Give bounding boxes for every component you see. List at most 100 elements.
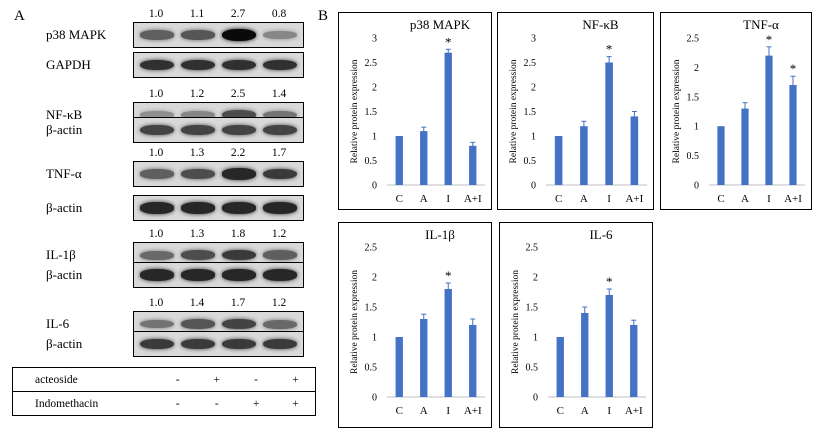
significance-marker: *: [445, 268, 452, 283]
blot-band: [222, 338, 256, 350]
bar: [556, 337, 564, 397]
blot-band: [263, 110, 297, 120]
blot-strip: [133, 331, 304, 357]
blot-band: [222, 29, 256, 41]
blot-label: TNF-α: [46, 166, 82, 181]
y-axis-label: Relative protein expression: [509, 59, 519, 163]
blot-band: [181, 338, 215, 350]
blot-band: [263, 338, 297, 350]
blot-band: [222, 318, 256, 330]
x-tick-label: A+I: [784, 193, 802, 205]
blot-band: [140, 338, 174, 350]
bar: [469, 145, 477, 185]
y-tick-label: 0.5: [526, 363, 539, 374]
bar: [395, 337, 403, 397]
blot-band: [181, 59, 215, 71]
x-tick-label: I: [767, 193, 771, 205]
blot-band: [140, 124, 174, 136]
significance-marker: *: [766, 32, 773, 47]
x-tick-label: I: [607, 193, 611, 205]
blot-label: p38 MAPK: [46, 27, 107, 42]
chart-svg: p38 MAPK 0 0.5 1 1.5 2 2.5 3 Relative protein ex…: [350, 17, 485, 205]
blot-band: [140, 30, 174, 40]
bar: [630, 325, 638, 397]
x-tick-label: A: [420, 193, 428, 205]
bar: [765, 55, 773, 185]
blot-band: [140, 269, 174, 281]
blot-band: [263, 202, 297, 214]
blot-band: [263, 250, 297, 260]
panel-b-letter: B: [318, 8, 329, 24]
bar: [469, 325, 477, 397]
blot-band: [181, 110, 215, 120]
y-tick-label: 1: [372, 333, 377, 344]
blot-band: [140, 59, 174, 71]
x-tick-label: I: [607, 405, 611, 417]
chart-title: IL-6: [589, 227, 613, 242]
blot-strip: [133, 22, 304, 48]
panel-a-letter: A: [14, 8, 25, 24]
chart-svg: IL-1β 0 0.5 1 1.5 2 2.5 Relative protein expres…: [350, 227, 485, 417]
blot-label: β-actin: [46, 267, 83, 282]
y-tick-label: 0: [533, 393, 538, 404]
y-axis-label: Relative protein expression: [672, 59, 682, 163]
bar: [605, 62, 613, 185]
y-tick-label: 1.5: [365, 303, 378, 314]
y-axis-label: Relative protein expression: [511, 270, 521, 374]
y-tick-label: 3: [372, 34, 377, 45]
x-tick-label: I: [446, 405, 450, 417]
y-axis-label: Relative protein expression: [350, 270, 360, 374]
y-tick-label: 2.5: [687, 34, 700, 45]
y-tick-label: 2.5: [365, 58, 378, 69]
bar: [789, 85, 797, 185]
y-tick-label: 1.5: [365, 107, 378, 118]
blot-band: [263, 124, 297, 136]
treatment-table: acteoside - + - + Indomethacin - - + +: [12, 367, 316, 416]
bar-chart: IL-1β 0 0.5 1 1.5 2 2.5 Relative protein expres…: [338, 222, 492, 428]
y-tick-label: 1: [533, 333, 538, 344]
blot-label: GAPDH: [46, 57, 91, 72]
blot-label: β-actin: [46, 122, 83, 137]
x-tick-label: C: [717, 193, 724, 205]
blot-band: [222, 124, 256, 136]
densitometry-value: 1.0: [148, 228, 164, 240]
significance-marker: *: [606, 274, 613, 289]
densitometry-value: 1.8: [230, 228, 246, 240]
bar: [444, 52, 452, 186]
bar: [420, 319, 428, 397]
bar: [717, 126, 725, 185]
blot-band: [140, 169, 174, 179]
y-tick-label: 2: [694, 63, 699, 74]
x-tick-label: C: [555, 193, 562, 205]
treatment-sign: -: [158, 367, 198, 392]
blot-band: [222, 269, 256, 281]
treatment-sign: +: [236, 391, 276, 416]
y-tick-label: 0: [372, 393, 377, 404]
blot-strip: [133, 161, 304, 187]
treatment-sign: +: [275, 391, 316, 416]
blot-band: [263, 30, 297, 40]
y-tick-label: 2: [531, 83, 536, 94]
blot-label: NF-κB: [46, 107, 83, 122]
densitometry-value: 1.3: [189, 147, 205, 159]
x-tick-label: A+I: [464, 405, 482, 417]
densitometry-value: 1.0: [148, 8, 164, 20]
blot-strip: [133, 117, 304, 143]
blot-band: [263, 168, 297, 180]
y-tick-label: 0.5: [365, 363, 378, 374]
y-tick-label: 3: [531, 34, 536, 45]
blot-band: [263, 269, 297, 281]
blot-band: [140, 111, 174, 119]
bar: [444, 289, 452, 397]
x-tick-label: C: [396, 405, 403, 417]
y-axis-label: Relative protein expression: [350, 59, 360, 163]
densitometry-value: 2.7: [230, 8, 246, 20]
y-tick-label: 0.5: [687, 151, 700, 162]
blot-label: β-actin: [46, 200, 83, 215]
treatment-row-indomethacin: Indomethacin - - + +: [12, 391, 316, 416]
x-tick-label: A+I: [464, 193, 482, 205]
y-tick-label: 0.5: [524, 156, 537, 167]
densitometry-value: 1.0: [148, 147, 164, 159]
blot-strip: [133, 52, 304, 78]
significance-marker: *: [445, 34, 452, 49]
